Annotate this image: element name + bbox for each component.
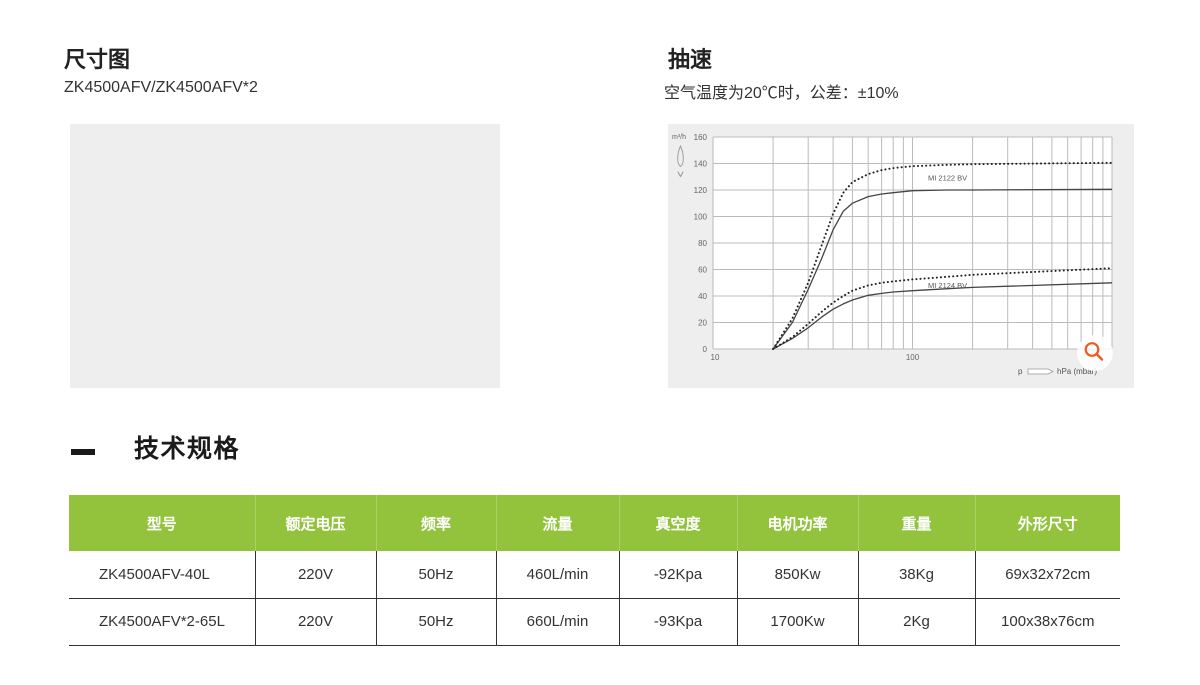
svg-text:10: 10 (711, 353, 720, 362)
svg-text:120: 120 (694, 186, 708, 195)
svg-text:40: 40 (698, 292, 707, 301)
svg-text:MI 2122 BV: MI 2122 BV (928, 174, 967, 183)
svg-text:140: 140 (694, 160, 708, 169)
svg-text:0: 0 (703, 345, 708, 354)
svg-text:60: 60 (698, 266, 707, 275)
svg-text:100: 100 (906, 353, 920, 362)
svg-text:p: p (1018, 367, 1023, 376)
svg-text:20: 20 (698, 319, 707, 328)
svg-text:80: 80 (698, 239, 707, 248)
svg-text:100: 100 (694, 213, 708, 222)
svg-text:160: 160 (694, 133, 708, 142)
svg-text:m³/h: m³/h (672, 134, 686, 141)
svg-text:MI 2124 BV: MI 2124 BV (928, 281, 967, 290)
